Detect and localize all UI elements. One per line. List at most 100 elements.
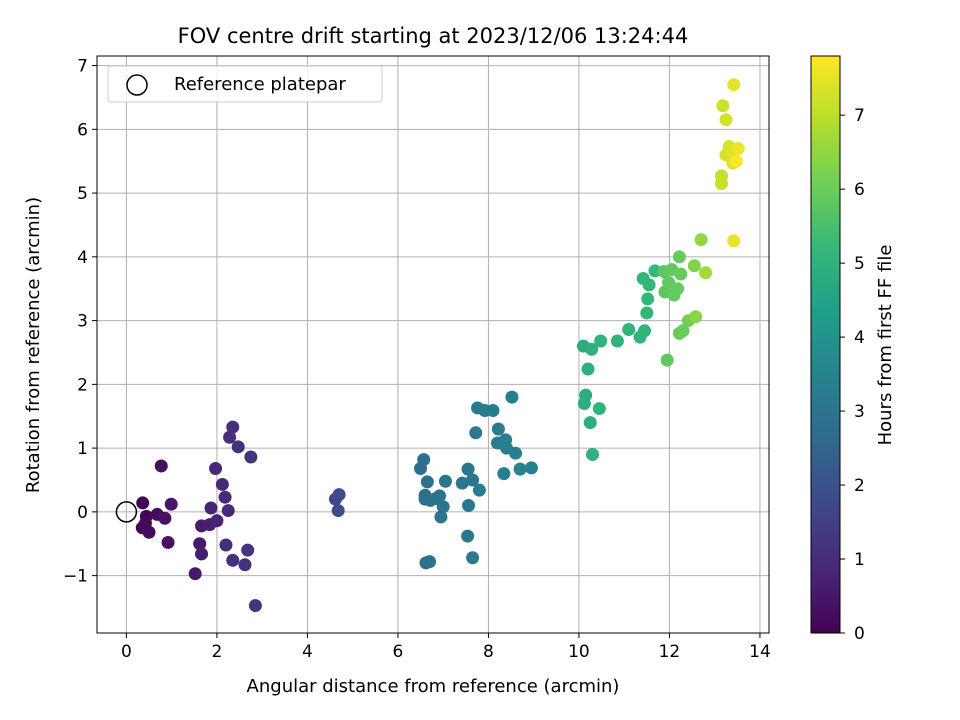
data-point — [699, 266, 713, 280]
data-point — [226, 553, 240, 567]
data-point — [716, 99, 730, 113]
data-point — [438, 474, 452, 488]
data-point — [642, 278, 656, 292]
data-point — [727, 78, 741, 92]
data-point — [577, 396, 591, 410]
x-tick-label: 0 — [121, 642, 132, 662]
x-tick-label: 12 — [659, 642, 681, 662]
data-point — [689, 310, 703, 324]
data-point — [524, 461, 538, 475]
data-point — [640, 306, 654, 320]
data-point — [638, 324, 652, 338]
data-point — [694, 233, 708, 247]
colorbar-tick-label: 7 — [854, 106, 865, 126]
data-point — [585, 342, 599, 356]
y-tick-label: 1 — [77, 439, 88, 459]
y-tick-label: 2 — [77, 375, 88, 395]
chart-title: FOV centre drift starting at 2023/12/06 … — [178, 24, 689, 48]
y-tick-label: 5 — [77, 184, 88, 204]
data-point — [462, 498, 476, 512]
y-tick-label: 6 — [77, 120, 88, 140]
data-point — [158, 511, 172, 525]
legend: Reference platepar — [107, 65, 383, 103]
data-point — [641, 292, 655, 306]
data-point — [513, 462, 527, 476]
data-point — [662, 275, 676, 289]
data-point — [687, 259, 701, 273]
data-point — [455, 476, 469, 490]
plot-frame — [96, 55, 770, 634]
data-point — [226, 420, 240, 434]
data-point — [729, 154, 743, 168]
data-point — [417, 453, 431, 467]
colorbar-tick-label: 5 — [854, 254, 865, 274]
colorbar-tick-label: 0 — [854, 624, 865, 644]
x-tick-label: 6 — [393, 642, 404, 662]
legend-label: Reference platepar — [174, 74, 346, 95]
colorbar-tick-label: 3 — [854, 402, 865, 422]
data-point — [423, 555, 437, 569]
data-point — [486, 403, 500, 417]
x-tick-label: 10 — [568, 642, 590, 662]
colorbar-tick-label: 2 — [854, 476, 865, 496]
x-tick-label: 2 — [212, 642, 223, 662]
data-point — [594, 334, 608, 348]
data-point — [193, 537, 207, 551]
data-point — [332, 488, 346, 502]
data-point — [231, 440, 245, 454]
data-point — [586, 447, 600, 461]
data-point — [223, 430, 237, 444]
data-point — [244, 450, 258, 464]
data-point — [610, 334, 624, 348]
data-point — [472, 483, 486, 497]
data-point — [461, 529, 475, 543]
data-point — [241, 543, 255, 557]
data-point — [195, 547, 209, 561]
data-point — [509, 446, 523, 460]
data-point — [204, 501, 218, 515]
data-point — [497, 467, 511, 481]
y-tick-label: −1 — [63, 567, 88, 587]
colorbar-tick-label: 4 — [854, 328, 865, 348]
data-point — [469, 426, 483, 440]
data-point — [219, 538, 233, 552]
y-tick-label: 4 — [77, 248, 88, 268]
data-point — [466, 551, 480, 565]
data-point — [209, 462, 223, 476]
data-point — [331, 504, 345, 518]
data-point — [461, 462, 475, 476]
colorbar — [810, 55, 841, 634]
y-axis-label: Rotation from reference (arcmin) — [23, 197, 44, 493]
legend-marker — [126, 74, 148, 96]
legend-box — [107, 65, 383, 103]
data-point — [592, 402, 606, 416]
x-tick-label: 8 — [483, 642, 494, 662]
data-point — [676, 324, 690, 338]
data-point — [188, 567, 202, 581]
colorbar-tick-label: 1 — [854, 550, 865, 570]
reference-marker — [115, 501, 138, 523]
data-point — [719, 113, 733, 127]
data-point — [583, 416, 597, 430]
data-point — [491, 422, 505, 436]
colorbar-ticks: 0 1 2 3 4 5 6 7 — [840, 106, 865, 644]
data-point — [505, 390, 519, 404]
data-points — [135, 78, 745, 613]
data-point — [136, 496, 150, 510]
colorbar-tick-label: 6 — [854, 180, 865, 200]
x-tick-label: 4 — [302, 642, 313, 662]
y-tick-label: 3 — [77, 312, 88, 332]
data-point — [436, 500, 450, 514]
data-point — [622, 323, 636, 337]
data-point — [674, 267, 688, 281]
y-tick-label: 7 — [77, 57, 88, 77]
data-point — [210, 514, 224, 528]
data-point — [238, 558, 252, 572]
colorbar-label: Hours from first FF file — [875, 245, 896, 446]
data-point — [714, 177, 728, 191]
data-point — [161, 535, 175, 549]
data-point — [218, 490, 232, 504]
x-tick-label: 14 — [749, 642, 771, 662]
data-point — [731, 141, 745, 155]
